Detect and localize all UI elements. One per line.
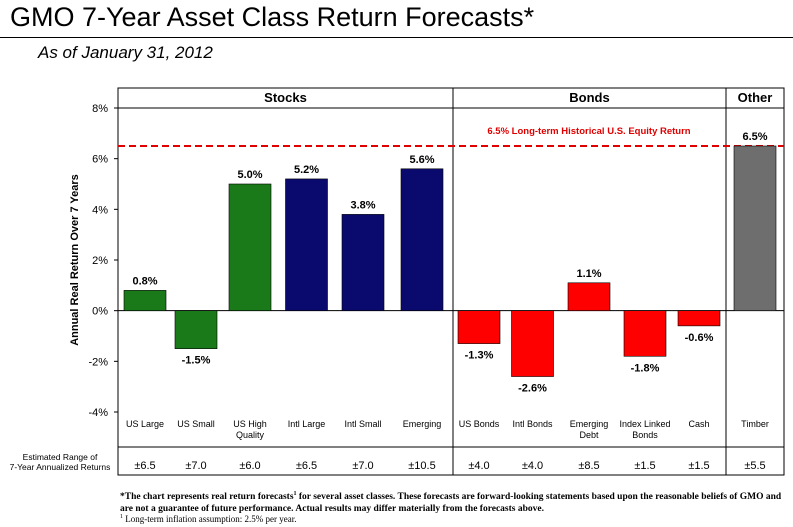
range-value: ±7.0 bbox=[352, 460, 373, 472]
bar bbox=[174, 310, 218, 349]
x-category-label: Bonds bbox=[632, 430, 658, 440]
bar-value-label: -1.8% bbox=[631, 362, 660, 374]
group-header-label: Bonds bbox=[569, 90, 609, 105]
y-tick-label: 4% bbox=[92, 204, 108, 216]
bar bbox=[567, 282, 611, 311]
bar-value-label: 5.2% bbox=[294, 164, 319, 176]
bar bbox=[457, 310, 501, 344]
range-value: ±4.0 bbox=[468, 460, 489, 472]
bar bbox=[123, 290, 167, 311]
bar bbox=[400, 168, 444, 311]
x-category-label: Debt bbox=[579, 430, 599, 440]
footnote-main: *The chart represents real return foreca… bbox=[120, 491, 782, 515]
range-row-label: 7-Year Annualized Returns bbox=[10, 462, 111, 472]
bar-value-label: -1.5% bbox=[182, 355, 211, 367]
bar bbox=[285, 178, 328, 311]
y-tick-label: 6% bbox=[92, 154, 108, 166]
bar-value-label: 1.1% bbox=[576, 268, 601, 280]
range-value: ±8.5 bbox=[578, 460, 599, 472]
range-row-label: Estimated Range of bbox=[23, 452, 98, 462]
range-value: ±6.0 bbox=[239, 460, 260, 472]
bar bbox=[511, 310, 554, 377]
footnote-inflation: 1 Long-term inflation assumption: 2.5% p… bbox=[120, 514, 297, 524]
x-category-label: US Small bbox=[177, 419, 215, 429]
bar bbox=[341, 214, 385, 311]
y-tick-label: -2% bbox=[88, 356, 108, 368]
x-category-label: Intl Bonds bbox=[512, 419, 553, 429]
bar-value-label: -2.6% bbox=[518, 383, 547, 395]
group-header-label: Stocks bbox=[264, 90, 307, 105]
x-category-label: Emerging bbox=[403, 419, 442, 429]
chart-border bbox=[117, 87, 785, 476]
label-group: -4% -2% 0% 2% 4% 6% 8% Annual Real Return Over … bbox=[10, 90, 773, 472]
y-axis-label: Annual Real Return Over 7 Years bbox=[69, 174, 81, 346]
range-value: ±6.5 bbox=[134, 460, 155, 472]
bar-value-label: 5.6% bbox=[409, 154, 434, 166]
x-category-label: Index Linked bbox=[619, 419, 670, 429]
range-value: ±7.0 bbox=[185, 460, 206, 472]
range-value: ±4.0 bbox=[522, 460, 543, 472]
x-category-label: Timber bbox=[741, 419, 769, 429]
x-category-label: Quality bbox=[236, 430, 265, 440]
bar-value-label: 0.8% bbox=[132, 275, 157, 287]
page-subtitle: As of January 31, 2012 bbox=[38, 43, 213, 62]
x-category-label: Emerging bbox=[570, 419, 609, 429]
y-tick-label: 0% bbox=[92, 306, 108, 318]
range-value: ±1.5 bbox=[688, 460, 709, 472]
reference-line-label: 6.5% Long-term Historical U.S. Equity Re… bbox=[487, 126, 690, 137]
range-value: ±5.5 bbox=[744, 460, 765, 472]
x-category-label: US High bbox=[233, 419, 267, 429]
x-category-label: Intl Large bbox=[288, 419, 326, 429]
bar-value-label: -1.3% bbox=[465, 350, 494, 362]
range-value: ±6.5 bbox=[296, 460, 317, 472]
range-value: ±10.5 bbox=[408, 460, 435, 472]
chart-frame bbox=[114, 87, 785, 476]
x-category-label: US Bonds bbox=[459, 419, 500, 429]
page-title: GMO 7-Year Asset Class Return Forecasts* bbox=[10, 2, 535, 32]
y-tick-label: 2% bbox=[92, 255, 108, 267]
bar-value-label: 6.5% bbox=[742, 131, 767, 143]
bar bbox=[228, 183, 272, 311]
y-tick-label: -4% bbox=[88, 407, 108, 419]
range-value: ±1.5 bbox=[634, 460, 655, 472]
bar-value-label: 3.8% bbox=[350, 199, 375, 211]
bar-group bbox=[118, 145, 784, 377]
title-divider bbox=[0, 37, 793, 38]
x-category-label: Cash bbox=[688, 419, 709, 429]
bar bbox=[623, 310, 667, 357]
bar bbox=[733, 145, 777, 311]
x-category-label: US Large bbox=[126, 419, 164, 429]
x-category-label: Intl Small bbox=[344, 419, 381, 429]
bar-value-label: 5.0% bbox=[237, 169, 262, 181]
bar-value-label: -0.6% bbox=[685, 332, 714, 344]
bar bbox=[677, 310, 721, 327]
group-header-label: Other bbox=[738, 90, 773, 105]
y-tick-label: 8% bbox=[92, 103, 108, 115]
